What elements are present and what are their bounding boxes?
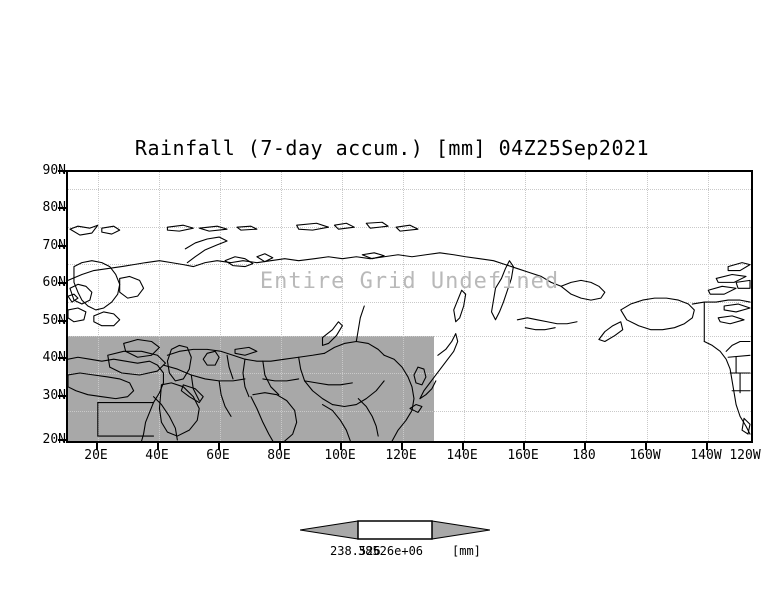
gridline-vertical — [403, 172, 404, 441]
colorbar-swatch — [300, 520, 490, 540]
y-tick-label: 90N — [42, 163, 66, 178]
gridline-horizontal — [68, 411, 751, 412]
gridline-vertical — [525, 172, 526, 441]
y-tick-label: 20N — [42, 432, 66, 447]
x-tick-mark — [706, 443, 708, 450]
gridline-vertical — [98, 172, 99, 441]
y-tick-label: 80N — [42, 200, 66, 215]
x-tick-mark — [96, 443, 98, 450]
y-tick-mark — [58, 439, 66, 441]
map-plot-area[interactable]: Entire Grid Undefined — [66, 170, 753, 443]
x-tick-label: 60E — [206, 448, 230, 463]
x-tick-mark — [279, 443, 281, 450]
undefined-grid-message: Entire Grid Undefined — [259, 269, 560, 294]
gridline-vertical — [220, 172, 221, 441]
y-tick-label: 30N — [42, 388, 66, 403]
x-tick-mark — [462, 443, 464, 450]
gridline-horizontal — [68, 373, 751, 374]
x-tick-label: 160W — [629, 448, 661, 463]
data-mask-region — [68, 336, 434, 441]
y-tick-label: 40N — [42, 350, 66, 365]
x-tick-label: 180 — [572, 448, 596, 463]
y-axis: 90N 80N 70N 60N 50N 40N 30N 20N — [0, 164, 66, 447]
y-tick-mark — [58, 395, 66, 397]
gridline-vertical — [586, 172, 587, 441]
x-tick-label: 140W — [690, 448, 722, 463]
gridline-vertical — [647, 172, 648, 441]
x-tick-label: 120W — [729, 448, 761, 463]
y-tick-label: 50N — [42, 313, 66, 328]
gridline-vertical — [281, 172, 282, 441]
x-tick-mark — [401, 443, 403, 450]
y-tick-mark — [58, 320, 66, 322]
colorbar-min-label: 238.526 — [330, 544, 381, 558]
y-tick-mark — [58, 245, 66, 247]
x-tick-mark — [340, 443, 342, 450]
x-tick-label: 100E — [324, 448, 356, 463]
gridline-horizontal — [68, 227, 751, 228]
gridline-horizontal — [68, 302, 751, 303]
x-tick-label: 120E — [385, 448, 417, 463]
x-tick-label: 40E — [145, 448, 169, 463]
y-tick-mark — [58, 282, 66, 284]
x-tick-mark — [523, 443, 525, 450]
page-title: Rainfall (7-day accum.) [mm] 04Z25Sep202… — [134, 136, 650, 160]
gridline-vertical — [464, 172, 465, 441]
x-tick-mark — [157, 443, 159, 450]
gridline-vertical — [342, 172, 343, 441]
x-tick-label: 140E — [446, 448, 478, 463]
x-tick-mark — [584, 443, 586, 450]
x-tick-label: 20E — [84, 448, 108, 463]
gridline-horizontal — [68, 336, 751, 337]
x-tick-label: 160E — [507, 448, 539, 463]
colorbar-unit-label: [mm] — [452, 544, 481, 558]
colorbar[interactable]: 238.526 38526e+06 [mm] — [300, 517, 490, 563]
gridline-vertical — [708, 172, 709, 441]
y-tick-mark — [58, 170, 66, 172]
x-tick-mark — [645, 443, 647, 450]
y-tick-label: 60N — [42, 275, 66, 290]
y-tick-mark — [58, 207, 66, 209]
y-tick-label: 70N — [42, 238, 66, 253]
colorbar-max-label: 38526e+06 — [358, 544, 424, 558]
gridline-horizontal — [68, 189, 751, 190]
gridline-vertical — [159, 172, 160, 441]
y-tick-mark — [58, 357, 66, 359]
gridline-horizontal — [68, 264, 751, 265]
x-tick-label: 80E — [267, 448, 291, 463]
x-tick-mark — [218, 443, 220, 450]
